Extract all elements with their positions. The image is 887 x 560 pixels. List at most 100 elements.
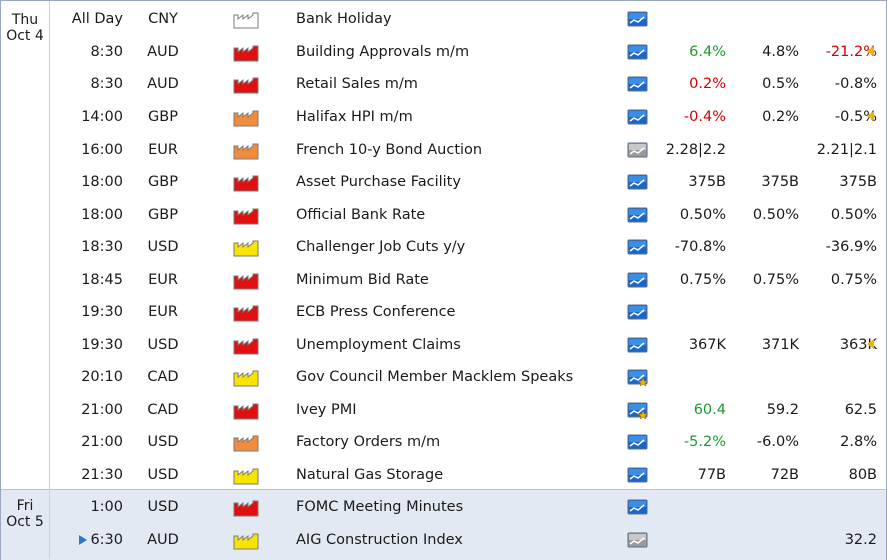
table-row[interactable]: 19:30 USD Unemployment Claims 367K 371K 363K xyxy=(1,329,886,361)
table-row[interactable]: 21:30 USD Natural Gas Storage 77B 72B 80B xyxy=(1,459,886,491)
impact-high-icon xyxy=(233,208,259,225)
impact-high-icon xyxy=(233,273,259,290)
previous-value: -0.5% xyxy=(834,109,877,125)
event-title[interactable]: Factory Orders m/m xyxy=(296,434,441,450)
table-row[interactable]: 21:00 CAD Ivey PMI 60.4 59.2 62.5 xyxy=(1,394,886,426)
actual-value: -70.8% xyxy=(674,239,726,255)
actual-value: 77B xyxy=(697,467,726,483)
table-row[interactable]: All Day CNY Bank Holiday xyxy=(1,3,886,35)
chart-detail-icon[interactable] xyxy=(627,467,649,483)
chart-detail-icon[interactable] xyxy=(627,239,649,255)
event-currency: USD xyxy=(147,467,179,483)
event-title[interactable]: Bank Holiday xyxy=(296,11,392,27)
impact-high-icon xyxy=(233,45,259,62)
previous-value: 62.5 xyxy=(844,402,877,418)
impact-high-icon xyxy=(233,305,259,322)
event-time: 19:30 xyxy=(81,304,123,320)
event-title[interactable]: Retail Sales m/m xyxy=(296,76,418,92)
event-title[interactable]: Official Bank Rate xyxy=(296,207,426,223)
previous-value: -36.9% xyxy=(825,239,877,255)
actual-value: -5.2% xyxy=(683,434,726,450)
day-weekday: Thu xyxy=(11,12,39,28)
event-title[interactable]: FOMC Meeting Minutes xyxy=(296,499,464,515)
event-currency: AUD xyxy=(147,532,179,548)
table-row[interactable]: 21:00 USD Factory Orders m/m -5.2% -6.0% 2.8% xyxy=(1,426,886,458)
day-group-fri: Fri Oct 5 xyxy=(1,489,886,560)
previous-value: 80B xyxy=(848,467,877,483)
event-currency: USD xyxy=(147,434,179,450)
event-currency: EUR xyxy=(148,272,178,288)
event-currency: USD xyxy=(147,499,179,515)
forecast-value: 371K xyxy=(761,337,799,353)
event-title[interactable]: Ivey PMI xyxy=(296,402,357,418)
star-detail-icon[interactable] xyxy=(627,402,649,419)
event-title[interactable]: AIG Construction Index xyxy=(296,532,463,548)
event-title[interactable]: Challenger Job Cuts y/y xyxy=(296,239,466,255)
event-title[interactable]: Minimum Bid Rate xyxy=(296,272,429,288)
actual-value: 367K xyxy=(688,337,726,353)
event-currency: USD xyxy=(147,337,179,353)
grey-detail-icon[interactable] xyxy=(627,142,649,158)
chart-detail-icon[interactable] xyxy=(627,109,649,125)
forecast-value: 0.5% xyxy=(762,76,799,92)
table-row[interactable]: 20:10 CAD Gov Council Member Macklem Speak… xyxy=(1,361,886,393)
previous-value: 375B xyxy=(839,174,877,190)
event-currency: AUD xyxy=(147,44,179,60)
table-row[interactable]: 18:45 EUR Minimum Bid Rate 0.75% 0.75% 0.75% xyxy=(1,264,886,296)
chart-detail-icon[interactable] xyxy=(627,76,649,92)
day-label-fri: Fri Oct 5 xyxy=(3,498,47,530)
impact-low-icon xyxy=(233,468,259,485)
chart-detail-icon[interactable] xyxy=(627,207,649,223)
chart-detail-icon[interactable] xyxy=(627,272,649,288)
forecast-value: 4.8% xyxy=(762,44,799,60)
event-title[interactable]: ECB Press Conference xyxy=(296,304,456,320)
actual-value: 6.4% xyxy=(689,44,726,60)
event-title[interactable]: Gov Council Member Macklem Speaks xyxy=(296,369,574,385)
chart-detail-icon[interactable] xyxy=(627,337,649,353)
event-time: 6:30 xyxy=(90,532,123,548)
event-time: 1:00 xyxy=(90,499,123,515)
event-title[interactable]: Asset Purchase Facility xyxy=(296,174,461,190)
event-title[interactable]: Halifax HPI m/m xyxy=(296,109,413,125)
impact-high-icon xyxy=(233,338,259,355)
event-currency: GBP xyxy=(148,207,178,223)
table-row[interactable]: 18:00 GBP Official Bank Rate 0.50% 0.50% 0.50… xyxy=(1,199,886,231)
actual-value: 0.50% xyxy=(679,207,726,223)
chart-detail-icon[interactable] xyxy=(627,174,649,190)
grey-detail-icon[interactable] xyxy=(627,532,649,548)
impact-low-icon xyxy=(233,370,259,387)
event-currency: GBP xyxy=(148,109,178,125)
table-row[interactable]: 18:30 USD Challenger Job Cuts y/y -70.8% -36… xyxy=(1,231,886,263)
event-title[interactable]: French 10-y Bond Auction xyxy=(296,142,483,158)
table-row[interactable]: 1:00 USD FOMC Meeting Minutes xyxy=(1,491,886,523)
chart-detail-icon[interactable] xyxy=(627,499,649,515)
impact-medium-icon xyxy=(233,110,259,127)
table-row[interactable]: 6:30 AUD AIG Construction Index 32.2 xyxy=(1,524,886,556)
day-date: Oct 5 xyxy=(6,514,44,530)
chart-detail-icon[interactable] xyxy=(627,44,649,60)
previous-value: 32.2 xyxy=(844,532,877,548)
event-currency: CNY xyxy=(148,11,178,27)
event-time: 8:30 xyxy=(90,76,123,92)
event-time: 21:00 xyxy=(81,402,123,418)
chart-detail-icon[interactable] xyxy=(627,434,649,450)
table-row[interactable]: 14:00 GBP Halifax HPI m/m -0.4% 0.2% -0.5% xyxy=(1,101,886,133)
day-label-thu: Thu Oct 4 xyxy=(3,12,47,44)
chart-detail-icon[interactable] xyxy=(627,304,649,320)
event-currency: EUR xyxy=(148,142,178,158)
forecast-value: 0.75% xyxy=(752,272,799,288)
table-row[interactable]: 16:00 EUR French 10-y Bond Auction 2.28|2.2… xyxy=(1,134,886,166)
event-title[interactable]: Natural Gas Storage xyxy=(296,467,444,483)
table-row[interactable]: 8:30 AUD Building Approvals m/m 6.4% 4.8% -21… xyxy=(1,36,886,68)
table-row[interactable]: 19:30 EUR ECB Press Conference xyxy=(1,296,886,328)
event-title[interactable]: Unemployment Claims xyxy=(296,337,461,353)
actual-value: 60.4 xyxy=(693,402,726,418)
impact-medium-icon xyxy=(233,435,259,452)
table-row[interactable]: 8:30 AUD Retail Sales m/m 0.2% 0.5% -0.8% xyxy=(1,68,886,100)
impact-medium-icon xyxy=(233,143,259,160)
table-row[interactable]: 18:00 GBP Asset Purchase Facility 375B 375B 3… xyxy=(1,166,886,198)
event-title[interactable]: Building Approvals m/m xyxy=(296,44,470,60)
star-detail-icon[interactable] xyxy=(627,369,649,386)
chart-detail-icon[interactable] xyxy=(627,11,649,27)
day-date: Oct 4 xyxy=(6,28,44,44)
